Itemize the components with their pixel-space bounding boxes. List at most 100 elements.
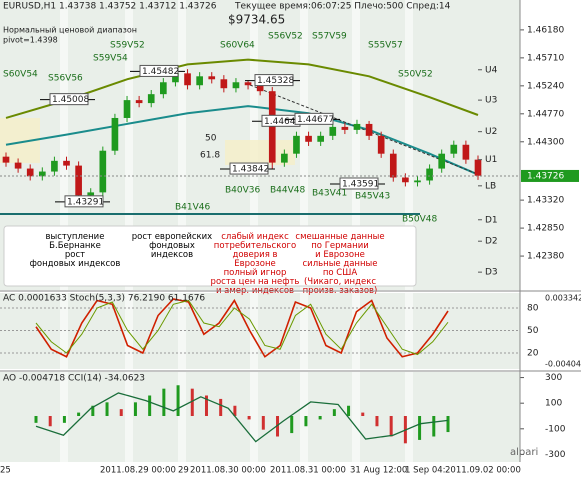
x-tick-label: 31 Aug 12:00: [350, 466, 407, 476]
scale-label: 0.003342: [545, 294, 581, 303]
current-price: 1.43726: [527, 171, 564, 181]
candle-body: [474, 159, 482, 176]
candle-body: [402, 177, 409, 183]
candle-body: [75, 165, 82, 196]
scale-label: -0.00404: [545, 360, 581, 369]
pivot-label: U1: [485, 155, 497, 165]
price-label: 1.44677: [297, 115, 334, 125]
y-tick-label: 100: [545, 399, 562, 409]
pivot-label: D3: [485, 268, 498, 278]
candle-body: [26, 168, 34, 177]
candle-body: [317, 135, 324, 142]
candle-body: [256, 85, 264, 92]
x-tick-label: 2011.09.02 00:00: [445, 466, 521, 476]
candle-body: [365, 123, 373, 136]
ao-panel: [0, 372, 520, 462]
candle-body: [293, 135, 300, 154]
y-tick-label: -100: [545, 424, 566, 434]
candle-body: [2, 156, 10, 163]
pivot-label: D1: [485, 215, 498, 225]
candle-body: [244, 82, 252, 86]
candle-body: [111, 117, 119, 151]
wave-label: B45V43: [355, 192, 390, 202]
candle-body: [184, 73, 191, 86]
moving-average: [5, 105, 479, 176]
pivot: pivot=1.4398: [3, 36, 58, 45]
price-label-bg: [64, 195, 104, 208]
wave-label: B43V41: [312, 189, 347, 199]
wave-label: B50V48: [402, 215, 438, 225]
price-label: 1.43591: [342, 179, 379, 189]
note: смешанные данные по Германии и Еврозоне сил…: [295, 232, 384, 296]
y-tick-label: 300: [545, 373, 562, 383]
y-tick-label: 1.44770: [527, 109, 564, 119]
cci-line: [35, 392, 449, 443]
candle-body: [135, 100, 143, 104]
x-tick-label: 2011.08.31 00:00: [270, 466, 346, 476]
y-tick-label: 80: [527, 304, 539, 314]
level-label: S60V54: [3, 70, 38, 80]
y-tick-label: 1.45710: [527, 53, 564, 63]
symbol: EURUSD,H1 1.43738 1.43752 1.43712 1.4372…: [3, 2, 217, 12]
balance: $9734.65: [228, 13, 285, 27]
note: выступление Б.Бернанке рост фондовых индекс…: [30, 232, 121, 269]
candle-body: [172, 73, 179, 83]
ac-title: AC 0.0001633 Stoch(5,3,3) 76.2190 61.167…: [3, 294, 205, 304]
info: Текущее время:06:07:25 Плечо:500 Спред:1…: [234, 2, 451, 12]
candle-body: [268, 91, 276, 163]
logo: alpari: [510, 447, 538, 458]
price-tag: [521, 169, 579, 182]
x-tick-label: 25: [0, 466, 11, 476]
candle-body: [51, 160, 58, 172]
price-label-bg: [139, 64, 179, 77]
y-tick-label: 50: [527, 326, 539, 336]
candle-body: [38, 171, 46, 177]
candle-body: [281, 153, 288, 163]
price-label-bg: [294, 112, 334, 125]
level-label: S60V64: [220, 41, 255, 51]
range-note: Нормальный ценовой диапазон: [3, 26, 137, 35]
price-label: 1.43291: [67, 197, 104, 207]
y-tick-label: -300: [545, 450, 566, 460]
wave-label: B40V36: [225, 186, 261, 196]
x-tick-label: 29: [178, 466, 189, 476]
x-tick-label: 2011.08.30 00:00: [190, 466, 266, 476]
ao-title: AO -0.004718 CCI(14) -34.0623: [3, 374, 145, 384]
level-label: S57V59: [312, 32, 347, 42]
y-tick-label: 1.42850: [527, 224, 564, 234]
note: рост европейских фондовых индексов: [132, 232, 212, 260]
candle-body: [329, 126, 337, 136]
candle-body: [14, 162, 22, 169]
pivot-label: D2: [485, 237, 498, 247]
price-label-bg: [254, 74, 294, 87]
pivot-label: U2: [485, 127, 497, 137]
candle-body: [341, 126, 349, 130]
y-tick-label: 1.45240: [527, 81, 564, 91]
y-tick-label: 1.43320: [527, 196, 564, 206]
x-tick-label: 1 Sep 04:: [405, 466, 446, 476]
x-tick-label: 2011.08.29 00:00: [100, 466, 176, 476]
candle-body: [160, 82, 167, 95]
candle-body: [208, 76, 216, 80]
price-label-bg: [229, 162, 269, 175]
y-tick-label: 1.42380: [527, 252, 564, 262]
price-label: 1.43842: [232, 165, 269, 175]
candle-body: [232, 82, 240, 89]
price-label: 1.45328: [257, 76, 294, 86]
candle-body: [147, 94, 155, 104]
pivot-label: U3: [485, 96, 497, 106]
y-tick-label: 1.46180: [527, 25, 564, 35]
pivot-label: LB: [485, 181, 496, 191]
price-label-bg: [49, 93, 89, 106]
candle-body: [63, 160, 70, 166]
level-label: S59V54: [93, 54, 128, 64]
level-label: S56V56: [48, 74, 83, 84]
price-label-bg: [339, 177, 379, 190]
candle-body: [99, 150, 107, 193]
price-label: 1.45008: [52, 95, 89, 105]
candle-body: [389, 153, 397, 178]
candle-body: [196, 76, 203, 86]
candle-body: [450, 144, 458, 154]
price-label: 1.45482: [142, 67, 179, 77]
